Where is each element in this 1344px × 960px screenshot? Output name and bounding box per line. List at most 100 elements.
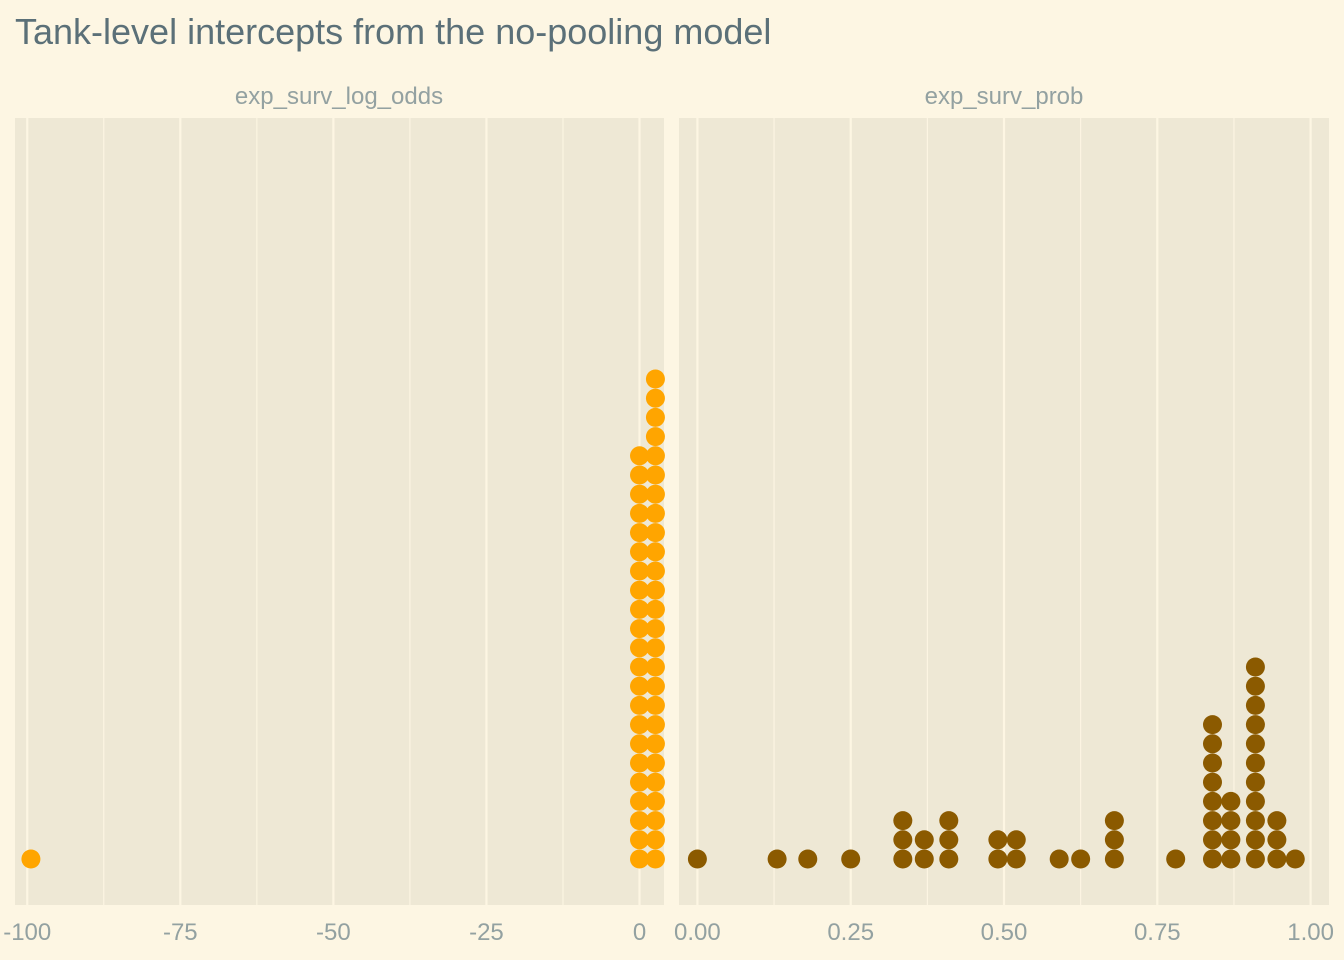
data-dot	[645, 388, 665, 408]
data-dot	[645, 715, 665, 735]
data-dot	[630, 561, 650, 581]
dots-log-odds	[21, 369, 665, 869]
x-axis-log-odds: -100 -75 -50 -25 0	[3, 919, 646, 946]
data-dot	[914, 830, 934, 850]
data-dot	[1049, 849, 1069, 869]
data-dot	[645, 503, 665, 523]
dots-prob	[687, 657, 1305, 869]
data-dot	[645, 523, 665, 543]
data-dot	[630, 599, 650, 619]
x-tick-label: 0.25	[827, 919, 874, 946]
x-tick-label: 0.50	[981, 919, 1028, 946]
data-dot	[1202, 830, 1222, 850]
data-dot	[1245, 791, 1265, 811]
data-dot	[645, 446, 665, 466]
data-dot	[1245, 772, 1265, 792]
data-dot	[645, 638, 665, 658]
data-dot	[645, 427, 665, 447]
data-dot	[1267, 830, 1287, 850]
data-dot	[630, 772, 650, 792]
x-tick-label: -50	[316, 919, 351, 946]
data-dot	[630, 580, 650, 600]
data-dot	[893, 830, 913, 850]
data-dot	[1245, 734, 1265, 754]
data-dot	[645, 484, 665, 504]
data-dot	[630, 753, 650, 773]
data-dot	[841, 849, 861, 869]
gridlines-prob	[696, 118, 1312, 905]
data-dot	[645, 734, 665, 754]
data-dot	[1245, 830, 1265, 850]
data-dot	[630, 849, 650, 869]
data-dot	[1267, 811, 1287, 831]
data-dot	[645, 791, 665, 811]
data-dot	[767, 849, 787, 869]
data-dot	[630, 446, 650, 466]
data-dot	[1202, 849, 1222, 869]
data-dot	[645, 561, 665, 581]
data-dot	[645, 772, 665, 792]
data-dot	[1221, 791, 1241, 811]
data-dot	[1202, 772, 1222, 792]
data-dot	[630, 695, 650, 715]
data-dot	[630, 676, 650, 696]
data-dot	[1267, 849, 1287, 869]
data-dot	[893, 811, 913, 831]
data-dot	[988, 830, 1008, 850]
data-dot	[914, 849, 934, 869]
x-tick-label: -100	[3, 919, 51, 946]
data-dot	[645, 830, 665, 850]
data-dot	[1221, 830, 1241, 850]
data-dot	[1245, 811, 1265, 831]
data-dot	[1245, 753, 1265, 773]
data-dot	[630, 791, 650, 811]
data-dot	[630, 523, 650, 543]
data-dot	[798, 849, 818, 869]
x-axis-prob: 0.00 0.25 0.50 0.75 1.00	[674, 919, 1334, 946]
data-dot	[630, 465, 650, 485]
data-dot	[1245, 676, 1265, 696]
data-dot	[1104, 811, 1124, 831]
data-dot	[645, 676, 665, 696]
data-dot	[645, 657, 665, 677]
data-dot	[645, 369, 665, 389]
data-dot	[630, 484, 650, 504]
data-dot	[645, 407, 665, 427]
data-dot	[1006, 849, 1026, 869]
data-dot	[1202, 791, 1222, 811]
data-dot	[645, 811, 665, 831]
x-tick-label: 0	[633, 919, 646, 946]
data-dot	[1245, 695, 1265, 715]
data-dot	[1221, 849, 1241, 869]
data-dot	[645, 580, 665, 600]
data-dot	[630, 657, 650, 677]
data-dot	[1285, 849, 1305, 869]
data-dot	[630, 811, 650, 831]
x-tick-label: 1.00	[1287, 919, 1334, 946]
facet-label-prob: exp_surv_prob	[925, 83, 1084, 110]
data-dot	[893, 849, 913, 869]
data-dot	[939, 849, 959, 869]
data-dot	[630, 830, 650, 850]
panel-log-odds: exp_surv_log_odds -100 -75 -50 -25 0	[3, 83, 665, 946]
data-dot	[630, 638, 650, 658]
data-dot	[1104, 830, 1124, 850]
x-tick-label: -25	[469, 919, 504, 946]
data-dot	[1006, 830, 1026, 850]
data-dot	[645, 695, 665, 715]
data-dot	[645, 542, 665, 562]
data-dot	[630, 734, 650, 754]
data-dot	[645, 753, 665, 773]
data-dot	[1245, 657, 1265, 677]
data-dot	[21, 849, 41, 869]
data-dot	[939, 830, 959, 850]
data-dot	[1245, 715, 1265, 735]
data-dot	[630, 503, 650, 523]
data-dot	[687, 849, 707, 869]
data-dot	[1202, 811, 1222, 831]
panel-prob: exp_surv_prob 0.00 0.25 0.50 0.75 1.00	[674, 83, 1334, 946]
x-tick-label: 0.75	[1134, 919, 1181, 946]
data-dot	[645, 465, 665, 485]
data-dot	[988, 849, 1008, 869]
